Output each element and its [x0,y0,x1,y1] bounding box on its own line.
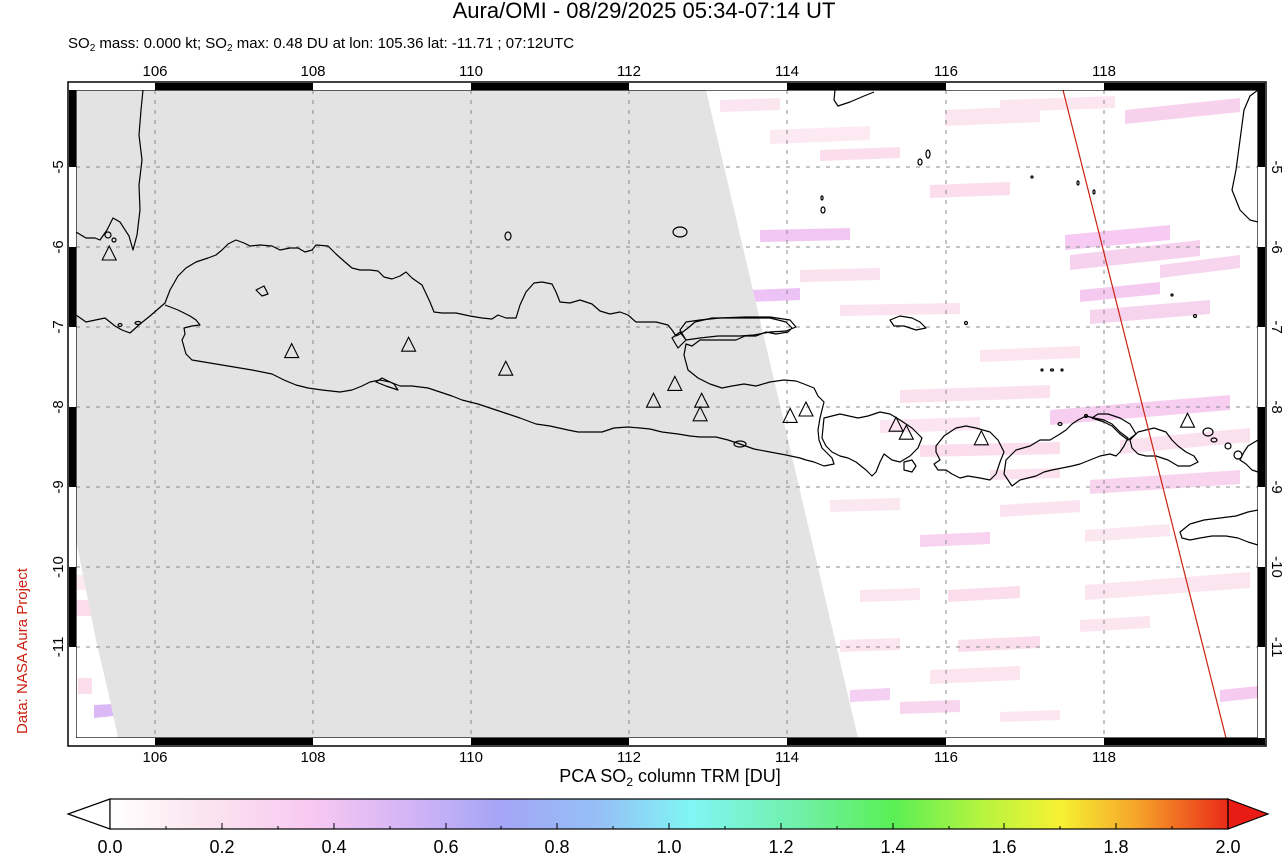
svg-text:-8: -8 [50,400,67,413]
svg-text:114: 114 [775,63,799,80]
lat-labels-right: -5 -6 -7 -8 -9 -10 -11 [1268,160,1285,657]
svg-text:1.2: 1.2 [768,837,793,855]
volcano-icon [693,391,710,408]
volcano-icon [973,429,990,446]
svg-text:-8: -8 [1268,400,1285,413]
lon-labels-bottom: 106 108 110 112 114 116 118 [142,749,1115,766]
svg-text:0.2: 0.2 [209,837,234,855]
svg-text:108: 108 [300,749,325,766]
volcano-icon [1179,411,1196,428]
svg-text:1.0: 1.0 [656,837,681,855]
volcano-icon [497,359,514,376]
plot-area [76,90,1258,738]
svg-text:0.6: 0.6 [433,837,458,855]
svg-text:-7: -7 [50,320,67,333]
map-subtitle: SO2 mass: 0.000 kt; SO2 max: 0.48 DU at … [68,35,575,54]
colorbar-title: PCA SO2 column TRM [DU] [559,766,781,789]
svg-text:1.8: 1.8 [1103,837,1128,855]
svg-text:0.4: 0.4 [321,837,346,855]
svg-text:1.6: 1.6 [991,837,1016,855]
volcano-icon [782,407,799,423]
colorbar: 0.0 0.2 0.4 0.6 0.8 1.0 1.2 1.4 1.6 1.8 … [66,798,1270,855]
volcano-markers [101,244,1196,446]
svg-text:116: 116 [934,749,958,766]
lat-labels-left: -5 -6 -7 -8 -9 -10 -11 [50,160,67,657]
graticule [76,90,1258,738]
svg-text:2.0: 2.0 [1215,837,1240,855]
svg-text:118: 118 [1092,63,1116,80]
colorbar-max-arrow [1227,798,1270,830]
svg-text:112: 112 [617,63,641,80]
svg-text:112: 112 [617,749,641,766]
svg-text:116: 116 [934,63,958,80]
svg-text:106: 106 [142,63,167,80]
coastlines [76,90,1258,546]
svg-text:-9: -9 [1268,480,1285,493]
svg-text:-5: -5 [1268,160,1285,173]
svg-text:114: 114 [775,749,799,766]
volcano-icon [101,244,118,261]
colorbar-tick-labels: 0.0 0.2 0.4 0.6 0.8 1.0 1.2 1.4 1.6 1.8 … [97,837,1240,855]
svg-text:0.0: 0.0 [97,837,122,855]
svg-text:110: 110 [459,63,483,80]
svg-text:-9: -9 [50,480,67,493]
orbit-track-line [1062,90,1227,738]
volcano-icon [666,375,683,391]
volcano-icon [283,342,300,359]
svg-text:-10: -10 [50,556,67,578]
no-data-gap [76,90,858,738]
svg-text:-5: -5 [50,160,67,173]
svg-text:-7: -7 [1268,320,1285,333]
volcano-icon [400,335,417,352]
svg-text:-6: -6 [50,240,67,253]
map-title: Aura/OMI - 08/29/2025 05:34-07:14 UT [452,0,836,23]
svg-text:-10: -10 [1268,556,1285,578]
colorbar-min-arrow [66,798,111,830]
lon-labels-top: 106 108 110 112 114 116 118 [142,63,1115,80]
volcano-icon [888,415,904,432]
volcano-icon [898,423,915,440]
volcano-icon [645,391,662,408]
svg-text:-6: -6 [1268,240,1285,253]
svg-text:-11: -11 [1268,637,1285,658]
map-frame [67,81,1267,747]
svg-text:1.4: 1.4 [880,837,905,855]
svg-text:108: 108 [300,63,325,80]
svg-text:0.8: 0.8 [544,837,569,855]
volcano-icon [692,405,708,422]
volcano-icon [798,400,814,417]
svg-text:106: 106 [142,749,167,766]
svg-text:110: 110 [459,749,483,766]
svg-text:-11: -11 [50,637,67,658]
svg-text:118: 118 [1092,749,1116,766]
